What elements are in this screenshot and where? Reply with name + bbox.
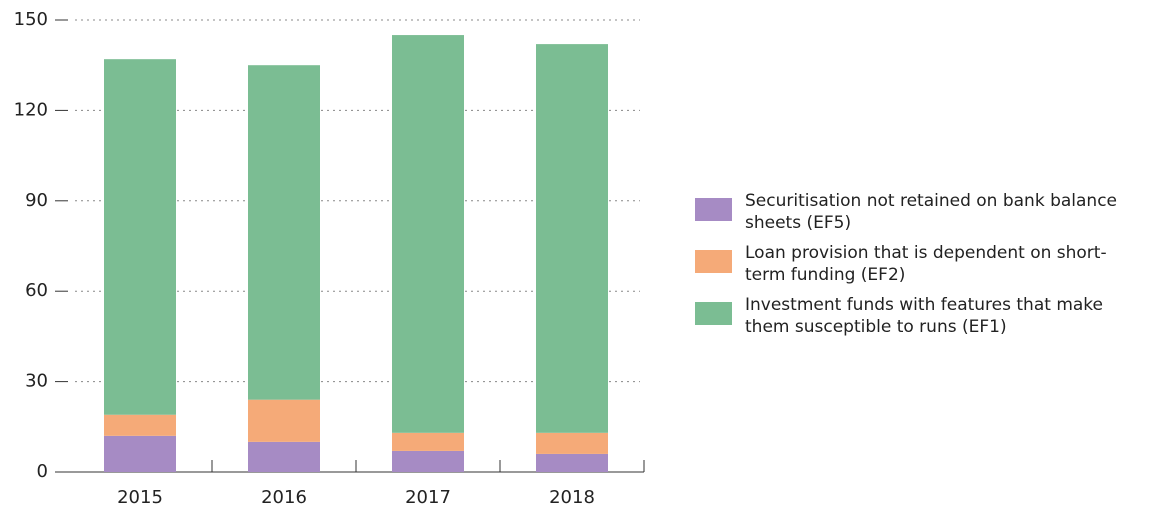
legend-item: Loan provision that is dependent on shor… bbox=[695, 242, 1135, 286]
bar-segment bbox=[536, 44, 608, 433]
y-tick-label: 30 bbox=[25, 371, 48, 392]
x-tick-label: 2016 bbox=[261, 487, 307, 508]
bar-segment bbox=[392, 450, 464, 472]
bar-segment bbox=[536, 432, 608, 454]
bar-segment bbox=[536, 453, 608, 472]
y-tick-label: 120 bbox=[14, 99, 48, 120]
bar-segment bbox=[104, 59, 176, 415]
y-tick-label: 90 bbox=[25, 190, 48, 211]
chart: 0 30 60 90 120 150 2015 2016 2017 2018 bbox=[14, 9, 645, 508]
bar-segment bbox=[248, 65, 320, 400]
bar-segment bbox=[104, 414, 176, 436]
x-tick-label: 2017 bbox=[405, 487, 451, 508]
legend-item: Securitisation not retained on bank bala… bbox=[695, 190, 1135, 234]
legend-swatch bbox=[695, 198, 732, 221]
y-tick-label: 60 bbox=[25, 280, 48, 301]
legend-label: Securitisation not retained on bank bala… bbox=[745, 191, 1118, 233]
bar-segment bbox=[392, 35, 464, 433]
y-tick-label: 150 bbox=[14, 9, 48, 30]
legend-swatch bbox=[695, 302, 732, 325]
legend: Securitisation not retained on bank bala… bbox=[695, 190, 1135, 346]
x-tick-label: 2015 bbox=[117, 487, 163, 508]
bar-segment bbox=[392, 432, 464, 451]
legend-swatch bbox=[695, 250, 732, 273]
x-tick-label: 2018 bbox=[549, 487, 595, 508]
legend-label: Investment funds with features that make… bbox=[745, 295, 1103, 337]
legend-label: Loan provision that is dependent on shor… bbox=[745, 243, 1107, 285]
y-tick-label: 0 bbox=[37, 461, 48, 482]
bar-segment bbox=[248, 441, 320, 472]
bar-segment bbox=[104, 435, 176, 472]
legend-item: Investment funds with features that make… bbox=[695, 294, 1135, 338]
bar-segment bbox=[248, 399, 320, 442]
